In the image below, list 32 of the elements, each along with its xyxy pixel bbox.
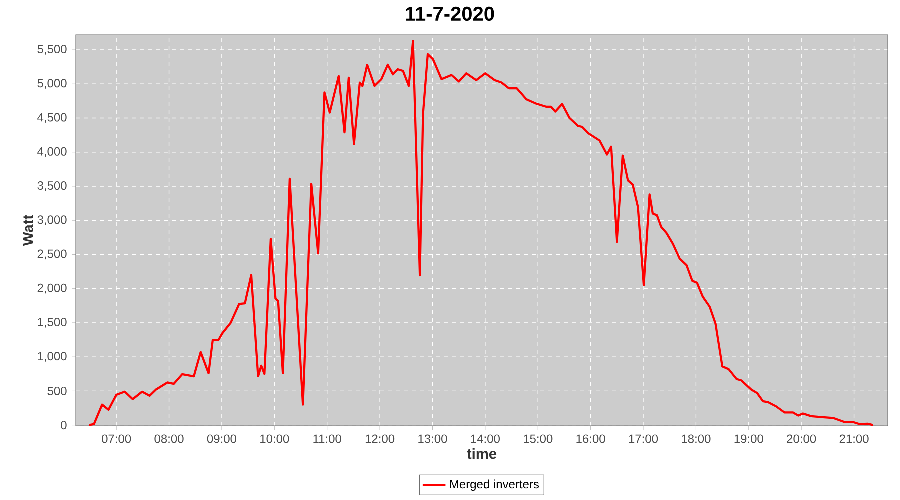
y-tick-label: 2,000 (38, 284, 67, 294)
y-tick-label: 4,500 (38, 113, 67, 124)
x-tick-label: 09:00 (207, 434, 237, 444)
x-tick-label: 10:00 (260, 434, 290, 444)
x-tick-label: 17:00 (629, 434, 658, 444)
x-tick-label: 20:00 (787, 434, 816, 444)
y-tick-label: 1,000 (38, 352, 67, 362)
x-tick-label: 08:00 (154, 434, 184, 444)
y-tick-label: 3,000 (38, 216, 67, 226)
chart-title: 11-7-2020 (406, 6, 494, 22)
x-tick-label: 14:00 (471, 434, 500, 444)
x-tick-label: 15:00 (524, 434, 553, 444)
x-tick-label: 18:00 (682, 434, 711, 444)
x-tick-label: 13:00 (418, 434, 448, 444)
y-axis-title: Watt (23, 215, 34, 246)
y-tick-label: 0 (61, 421, 67, 430)
y-tick-label: 1,500 (38, 318, 67, 328)
x-axis-title: time (467, 448, 497, 460)
y-tick-label: 5,000 (38, 79, 67, 90)
legend-label: Merged inverters (450, 480, 540, 491)
y-tick-label: 5,500 (38, 45, 67, 55)
x-tick-label: 07:00 (102, 434, 132, 444)
y-tick-label: 3,500 (38, 182, 67, 192)
x-tick-label: 19:00 (734, 434, 764, 444)
line-series (88, 40, 874, 426)
x-tick-label: 11:00 (314, 434, 342, 444)
x-tick-label: 21:00 (840, 434, 869, 444)
x-tick-label: 16:00 (576, 434, 606, 444)
y-tick-label: 2,500 (38, 250, 67, 260)
y-tick-label: 500 (48, 386, 67, 396)
x-tick-label: 12:00 (366, 434, 395, 444)
y-tick-label: 4,000 (38, 147, 67, 158)
